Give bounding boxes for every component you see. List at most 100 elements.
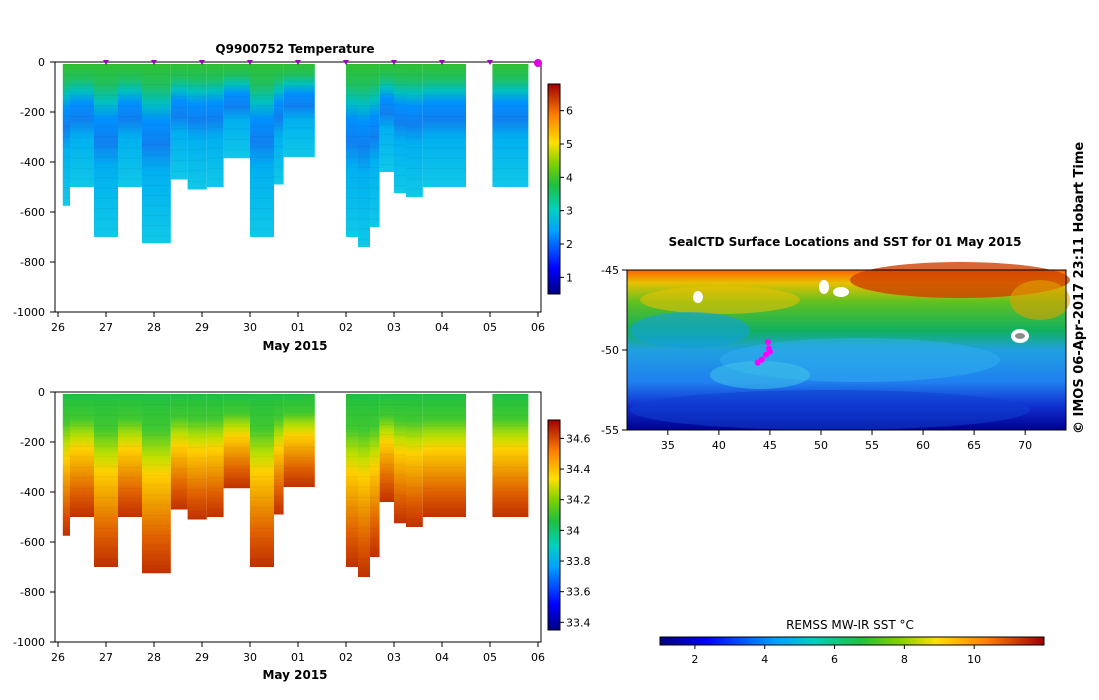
profile-band (70, 435, 94, 437)
profile-band (187, 425, 207, 427)
profile-band (442, 456, 466, 458)
profile-band (70, 64, 94, 65)
profile-band (422, 147, 442, 149)
profile-band (70, 477, 94, 479)
profile-column (170, 64, 188, 180)
profile-band (94, 527, 118, 529)
profile-band (187, 436, 207, 438)
profile-band (394, 414, 406, 416)
profile-band (223, 426, 250, 428)
ctd-locations (754, 339, 773, 366)
temperature-colorbar-ticks: 1 2 3 4 5 6 (560, 105, 573, 284)
profile-band (94, 74, 118, 76)
profile-column (346, 394, 358, 567)
temperature-panel: Q9900752 Temperature 0 -200 -400 -600 -800 -1… (13, 42, 573, 353)
profile-band (370, 486, 380, 488)
profile-band (170, 458, 188, 460)
profile-band (250, 187, 274, 189)
profile-band (492, 178, 514, 180)
profile-column (187, 64, 207, 190)
profile-band (394, 154, 406, 156)
profile-band (492, 147, 514, 149)
lon-tick-label: 65 (967, 439, 981, 452)
profile-band (514, 487, 529, 489)
profile-band (187, 415, 207, 417)
profile-band (492, 168, 514, 170)
profile-band (394, 404, 406, 406)
profile-column (514, 394, 529, 517)
profile-band (406, 147, 423, 149)
profile-band (346, 548, 358, 550)
profile-band (118, 446, 142, 448)
profile-band (492, 466, 514, 468)
salinity-profiles (62, 394, 529, 577)
profile-band (358, 414, 370, 416)
profile-band (406, 64, 423, 65)
profile-band (142, 454, 171, 456)
profile-band (370, 208, 380, 210)
profile-band (142, 154, 171, 156)
profile-band (358, 146, 370, 148)
profile-band (346, 94, 358, 96)
profile-band (62, 146, 70, 148)
profile-band (118, 147, 142, 149)
salinity-axes: 0 -200 -400 -600 -800 -1000 26 27 28 29 30 01 02 03 04… (13, 386, 545, 664)
profile-band (250, 445, 274, 447)
x-tick-label: 02 (339, 321, 353, 334)
profile-band (250, 507, 274, 509)
profile-band (206, 487, 224, 489)
profile-band (274, 475, 284, 477)
profile-band (370, 218, 380, 220)
profile-band (406, 518, 423, 520)
profile-band (250, 197, 274, 199)
profile-band (283, 436, 315, 438)
lon-tick-label: 70 (1018, 439, 1032, 452)
profile-band (94, 187, 118, 189)
profile-band (514, 105, 529, 107)
profile-band (206, 84, 224, 86)
profile-band (187, 510, 207, 512)
profile-band (250, 414, 274, 416)
profile-band (70, 508, 94, 510)
profile-band (406, 404, 423, 406)
profile-band (142, 225, 171, 227)
profile-band (358, 445, 370, 447)
profile-band (406, 477, 423, 479)
profile-band (274, 155, 284, 157)
profile-band (406, 394, 423, 395)
ctd-location (764, 339, 771, 345)
profile-band (250, 496, 274, 498)
profile-band (118, 425, 142, 427)
profile-band (70, 116, 94, 118)
profile-band (379, 484, 394, 485)
profile-band (358, 476, 370, 478)
profile-band (370, 517, 380, 519)
profile-band (70, 394, 94, 395)
profile-band (370, 466, 380, 468)
profile-band (358, 228, 370, 230)
profile-band (274, 145, 284, 147)
sst-colorbar-tick-label: 2 (691, 653, 698, 666)
profile-band (94, 125, 118, 127)
profile-band (94, 146, 118, 148)
profile-band (514, 74, 529, 76)
x-tick-label: 04 (435, 321, 449, 334)
colorbar-tick-label: 33.6 (566, 586, 591, 599)
profile-band (170, 170, 188, 172)
profile-band (442, 157, 466, 159)
profile-band (250, 486, 274, 488)
profile-band (394, 84, 406, 86)
x-tick-label: 03 (387, 651, 401, 664)
profile-band (442, 126, 466, 128)
profile-band (274, 455, 284, 457)
profile-band (142, 514, 171, 516)
profile-band (62, 414, 70, 416)
profile-band (142, 534, 171, 536)
profile-band (250, 404, 274, 406)
profile-band (346, 404, 358, 406)
profile-marker (343, 60, 349, 65)
profile-band (492, 126, 514, 128)
profile-band (406, 105, 423, 107)
profile-band (346, 517, 358, 519)
profile-column (118, 64, 142, 187)
